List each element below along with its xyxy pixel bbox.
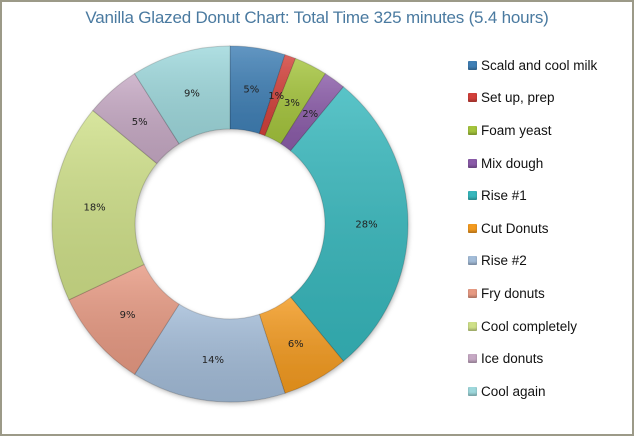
legend-swatch-icon — [468, 191, 477, 201]
slice-gloss — [230, 46, 286, 134]
legend-swatch-icon — [468, 158, 477, 168]
slice-percent-label: 5% — [243, 85, 259, 96]
slice-percent-label: 5% — [132, 117, 148, 128]
legend-swatch-icon — [468, 60, 477, 70]
legend-swatch-icon — [468, 223, 477, 233]
legend-item: Foam yeast — [468, 114, 597, 147]
slice-percent-label: 6% — [288, 339, 304, 350]
legend-swatch-icon — [468, 386, 477, 396]
slice-percent-label: 2% — [302, 109, 318, 120]
legend-item: Scald and cool milk — [468, 49, 597, 82]
legend-swatch-icon — [468, 288, 477, 298]
slice-percent-label: 14% — [202, 355, 224, 366]
slice-percent-label: 18% — [83, 202, 105, 213]
slice-percent-label: 3% — [284, 98, 300, 109]
legend-swatch-icon — [468, 125, 477, 135]
slice-gloss — [280, 73, 344, 151]
slice-percent-label: 28% — [355, 220, 377, 231]
slice-percent-label: 9% — [184, 88, 200, 99]
slice-gloss — [290, 86, 408, 362]
slice-gloss — [51, 110, 157, 300]
slice-gloss — [134, 46, 230, 144]
legend-item: Ice donuts — [468, 342, 597, 375]
legend-item: Rise #1 — [468, 179, 597, 212]
legend-swatch-icon — [468, 354, 477, 364]
slice-gloss — [134, 304, 286, 402]
chart-title: Vanilla Glazed Donut Chart: Total Time 3… — [85, 8, 549, 27]
legend-item: Cut Donuts — [468, 212, 597, 245]
slice-gloss — [259, 297, 344, 394]
legend-item: Cool completely — [468, 310, 597, 343]
legend-swatch-icon — [468, 93, 477, 103]
slice-percent-label: 9% — [120, 310, 136, 321]
legend-item: Mix dough — [468, 147, 597, 180]
slice-percent-label: 1% — [268, 91, 284, 102]
legend-item: Set up, prep — [468, 82, 597, 115]
legend-item: Rise #2 — [468, 245, 597, 278]
chart-legend: Scald and cool milk Set up, prep Foam ye… — [468, 49, 597, 408]
legend-item: Cool again — [468, 375, 597, 408]
slice-gloss — [264, 58, 326, 144]
legend-swatch-icon — [468, 321, 477, 331]
slice-gloss — [92, 73, 180, 164]
slice-gloss — [68, 264, 180, 375]
slice-gloss — [259, 54, 296, 136]
legend-swatch-icon — [468, 256, 477, 266]
legend-item: Fry donuts — [468, 277, 597, 310]
